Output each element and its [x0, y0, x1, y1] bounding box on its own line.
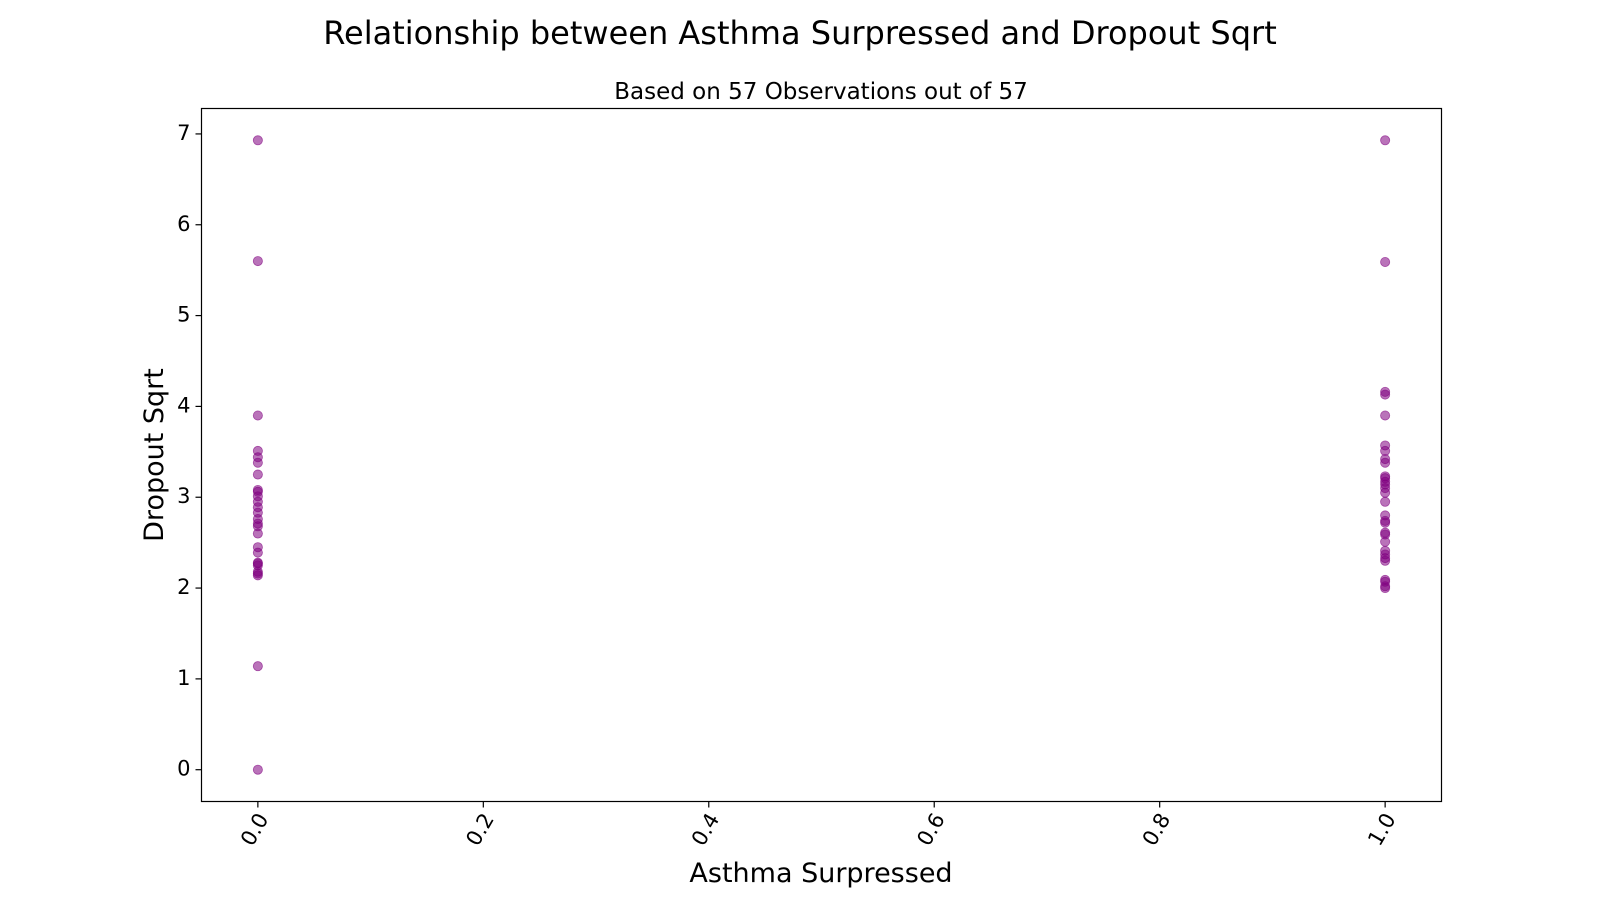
- data-point: [1380, 487, 1391, 498]
- data-point: [252, 661, 263, 672]
- y-tick-label: 4: [177, 393, 190, 417]
- x-tick-label: 0.6: [912, 809, 949, 850]
- data-points: [252, 135, 1391, 775]
- x-tick-label: 0.0: [236, 809, 273, 850]
- x-tick-label: 1.0: [1363, 809, 1400, 850]
- x-tick-label: 0.8: [1138, 809, 1175, 850]
- data-point: [1380, 410, 1391, 421]
- plot-area-frame: [200, 107, 1443, 803]
- y-tick-label: 3: [177, 484, 190, 508]
- data-point: [252, 469, 263, 480]
- data-point: [1380, 555, 1391, 566]
- y-axis-label: Dropout Sqrt: [139, 368, 170, 542]
- data-point: [1380, 389, 1391, 400]
- y-tick-label: 2: [177, 575, 190, 599]
- data-point: [252, 570, 263, 581]
- y-tick-label: 1: [177, 666, 190, 690]
- data-point: [1380, 517, 1391, 528]
- data-point: [252, 764, 263, 775]
- data-point: [1380, 457, 1391, 468]
- data-point: [1380, 536, 1391, 547]
- data-point: [252, 256, 263, 267]
- y-tick-label: 6: [177, 212, 190, 236]
- data-point: [252, 528, 263, 539]
- data-point: [1380, 135, 1391, 146]
- x-axis-label: Asthma Surpressed: [689, 858, 952, 889]
- data-point: [252, 457, 263, 468]
- y-tick-label: 0: [177, 757, 190, 781]
- data-point: [252, 135, 263, 146]
- data-point: [252, 410, 263, 421]
- y-tick-label: 7: [177, 121, 190, 145]
- x-tick-label: 0.4: [687, 809, 724, 850]
- x-axis-ticks: 0.0 0.2 0.4 0.6 0.8 1.0: [236, 801, 1401, 850]
- y-tick-label: 5: [177, 303, 190, 327]
- data-point: [1380, 496, 1391, 507]
- x-tick-label: 0.2: [461, 809, 498, 850]
- data-point: [1380, 581, 1391, 592]
- data-point: [252, 547, 263, 558]
- chart-title: Relationship between Asthma Surpressed a…: [323, 14, 1276, 52]
- y-axis-ticks: 0 1 2 3 4 5 6 7: [177, 121, 202, 781]
- data-point: [1380, 256, 1391, 267]
- chart-subtitle: Based on 57 Observations out of 57: [614, 79, 1028, 105]
